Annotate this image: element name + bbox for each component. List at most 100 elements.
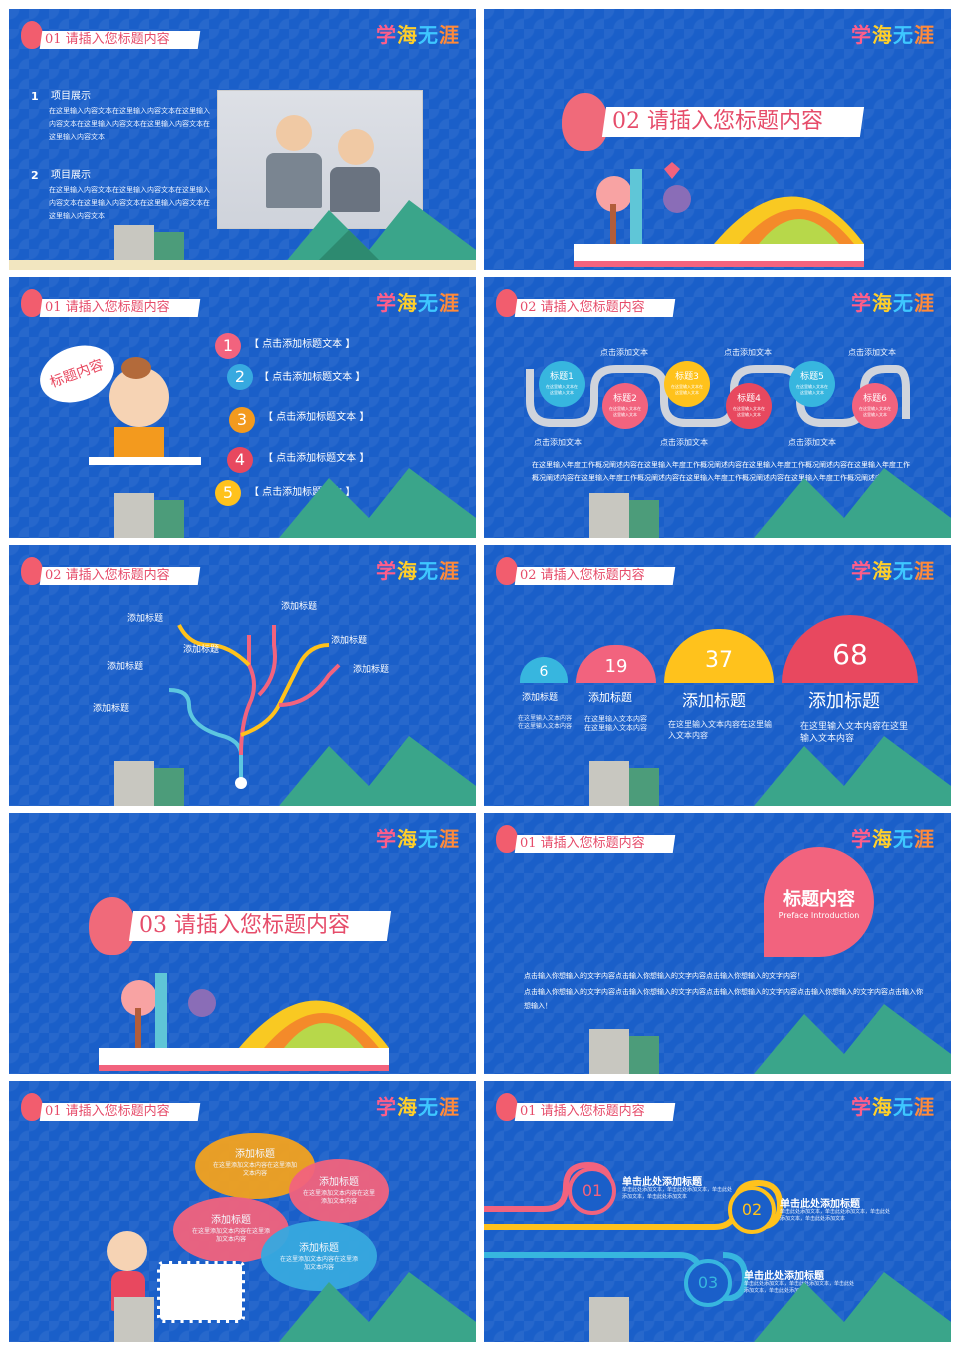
list-item[interactable]: 【 点击添加标题文本 】 — [249, 339, 356, 350]
title-banner: 01 请插入您标题内容 — [15, 289, 205, 323]
list-number: 1 — [215, 333, 241, 359]
logo: 学海无涯 — [376, 291, 460, 315]
item-number: 2 — [31, 169, 39, 182]
step-title[interactable]: 单击此处添加标题 — [622, 1177, 702, 1188]
body-paragraph: 点击输入你想输入的文字内容点击输入你想输入的文字内容点击输入你想输入的文字内容！ — [524, 972, 804, 980]
list-number: 5 — [215, 480, 241, 506]
slide-3[interactable]: 01 请插入您标题内容 学海无涯 标题内容 1 【 点击添加标题文本 】 2 【… — [9, 277, 476, 538]
slide-5[interactable]: 02 请插入您标题内容 学海无涯 添加标题 添加标题 添加标题 添加标题 添加标… — [9, 545, 476, 806]
slide-1[interactable]: 01 请插入您标题内容 学海无涯 1 项目展示 在这里输入内容文本在这里输入内容… — [9, 9, 476, 270]
branch-label: 添加标题 — [127, 614, 164, 624]
step-text: 单击此处添加文本，单击此处添加文本，单击此处添加文本，单击此处添加文本 — [780, 1209, 891, 1222]
balloon-icon — [496, 557, 518, 585]
stat-title: 添加标题 — [522, 693, 559, 703]
process-node[interactable]: 标题4 在这里输入文本在这里输入文本 — [726, 383, 772, 429]
logo: 学海无涯 — [376, 1095, 460, 1119]
step-title[interactable]: 单击此处添加标题 — [744, 1271, 824, 1282]
speech-bubble[interactable]: 添加标题 在这里添加文本内容在这里添加文本内容 — [261, 1221, 377, 1291]
branch-label: 添加标题 — [353, 665, 390, 675]
photo-frame — [217, 90, 423, 229]
list-number: 2 — [227, 364, 253, 390]
slide-7[interactable]: 学海无涯 03 请插入您标题内容 — [9, 813, 476, 1074]
section-title-banner: 03 请插入您标题内容 — [128, 911, 392, 941]
stat-dome: 37 — [664, 629, 774, 683]
slide-title: 02 请插入您标题内容 — [520, 300, 645, 315]
step-number: 01 — [568, 1167, 616, 1215]
sign-board — [157, 1261, 245, 1323]
logo: 学海无涯 — [376, 23, 460, 47]
top-label: 点击添加文本 — [724, 348, 772, 357]
balloon-icon — [21, 1093, 43, 1121]
logo: 学海无涯 — [851, 1095, 935, 1119]
kid-illustration — [276, 115, 312, 151]
process-node[interactable]: 标题1 在这里输入文本在这里输入文本 — [539, 361, 585, 407]
slide-title: 01 请插入您标题内容 — [520, 836, 645, 851]
kid-illustration — [338, 129, 374, 165]
process-node[interactable]: 标题2 在这里输入文本在这里输入文本 — [602, 383, 648, 429]
section-title: 03 请插入您标题内容 — [139, 913, 350, 938]
logo: 学海无涯 — [851, 23, 935, 47]
balloon-icon — [496, 825, 518, 853]
slide-title: 01 请插入您标题内容 — [520, 1104, 645, 1119]
list-item[interactable]: 【 点击添加标题文本 】 — [263, 453, 370, 464]
slide-title: 02 请插入您标题内容 — [45, 568, 170, 583]
section-title: 02 请插入您标题内容 — [612, 109, 823, 134]
bottom-label: 点击添加文本 — [788, 438, 836, 447]
branch-label: 添加标题 — [281, 602, 318, 612]
slide-9[interactable]: 01 请插入您标题内容 学海无涯 添加标题 在这里添加文本内容在这里添加文本内容… — [9, 1081, 476, 1342]
balloon-icon — [562, 93, 608, 151]
title-banner: 02 请插入您标题内容 — [15, 557, 205, 591]
stat-dome: 19 — [576, 645, 656, 683]
list-item[interactable]: 【 点击添加标题文本 】 — [259, 372, 366, 383]
speech-bubble[interactable]: 添加标题 在这里添加文本内容在这里添加文本内容 — [289, 1159, 389, 1223]
list-item[interactable]: 【 点击添加标题文本 】 — [263, 412, 370, 423]
slide-10[interactable]: 01 请插入您标题内容 学海无涯 01 单击此处添加标题 单击此处添加文本，单击… — [484, 1081, 951, 1342]
title-banner: 02 请插入您标题内容 — [490, 289, 680, 323]
slide-4[interactable]: 02 请插入您标题内容 学海无涯 点击添加文本 点击添加文本 点击添加文本 点击… — [484, 277, 951, 538]
stat-text: 在这里输入文本内容在这里输入文本内容 — [518, 715, 573, 730]
storybook-illustration — [574, 162, 864, 267]
stat-title: 添加标题 — [808, 691, 880, 712]
title-banner: 02 请插入您标题内容 — [490, 557, 680, 591]
process-node[interactable]: 标题5 在这里输入文本在这里输入文本 — [789, 361, 835, 407]
branch-label: 添加标题 — [331, 636, 368, 646]
slide-title: 02 请插入您标题内容 — [520, 568, 645, 583]
balloon-icon — [21, 557, 43, 585]
balloon-icon — [496, 289, 518, 317]
list-number: 3 — [229, 407, 255, 433]
title-banner: 01 请插入您标题内容 — [15, 1093, 205, 1127]
slide-2[interactable]: 02 请插入您标题内容 学海无涯 — [484, 9, 951, 270]
stat-title: 添加标题 — [682, 691, 747, 710]
slide-6[interactable]: 02 请插入您标题内容 学海无涯 6 添加标题 在这里输入文本内容在这里输入文本… — [484, 545, 951, 806]
logo: 学海无涯 — [851, 559, 935, 583]
stat-text: 在这里输入文本内容在这里输入文本内容 — [668, 720, 772, 740]
intro-circle: 标题内容 Preface Introduction — [764, 847, 874, 957]
top-label: 点击添加文本 — [600, 348, 648, 357]
slide-8[interactable]: 01 请插入您标题内容 学海无涯 标题内容 Preface Introducti… — [484, 813, 951, 1074]
storybook-illustration — [99, 973, 389, 1071]
process-node[interactable]: 标题3 在这里输入文本在这里输入文本 — [664, 361, 710, 407]
step-text: 单击此处添加文本，单击此处添加文本，单击此处添加文本，单击此处添加文本 — [744, 1281, 855, 1294]
book-icon — [114, 427, 164, 457]
balloon-icon — [89, 897, 135, 955]
logo: 学海无涯 — [376, 559, 460, 583]
slide-title: 01 请插入您标题内容 — [45, 300, 170, 315]
step-number: 02 — [728, 1186, 776, 1234]
logo: 学海无涯 — [851, 827, 935, 851]
body-paragraph: 在这里输入年度工作概况阐述内容在这里输入年度工作概况阐述内容在这里输入年度工作概… — [532, 461, 910, 482]
balloon-icon — [496, 1093, 518, 1121]
logo: 学海无涯 — [851, 291, 935, 315]
stat-text: 在这里输入文本内容在这里输入文本内容 — [584, 715, 647, 732]
step-title[interactable]: 单击此处添加标题 — [780, 1199, 860, 1210]
stat-text: 在这里输入文本内容在这里输入文本内容 — [800, 722, 909, 744]
branch-label: 添加标题 — [93, 704, 130, 714]
logo: 学海无涯 — [376, 827, 460, 851]
list-item[interactable]: 【 点击添加标题文本 】 — [249, 487, 356, 498]
process-node[interactable]: 标题6 在这里输入文本在这里输入文本 — [852, 383, 898, 429]
title-banner: 01 请插入您标题内容 — [15, 21, 205, 55]
body-paragraph: 点击输入你想输入的文字内容点击输入你想输入的文字内容点击输入你想输入的文字内容点… — [524, 988, 923, 1010]
tree-diagram — [168, 624, 341, 789]
item-heading: 项目展示 — [51, 170, 91, 181]
stat-title: 添加标题 — [588, 691, 632, 704]
